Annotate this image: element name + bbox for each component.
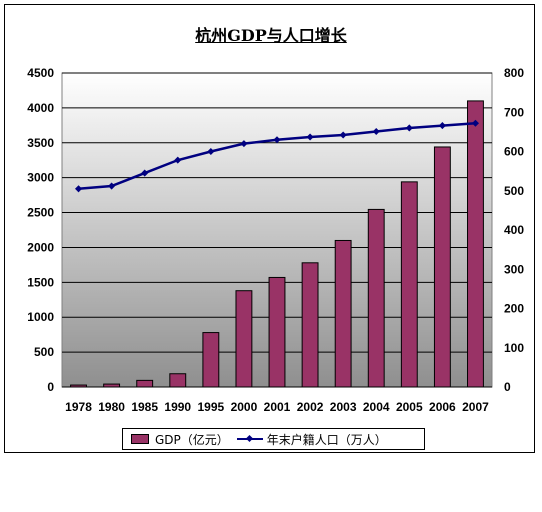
- x-tick-label: 2002: [297, 400, 324, 414]
- x-tick-label: 1985: [131, 400, 158, 414]
- right-tick-label: 600: [504, 145, 524, 159]
- gdp-bar: [202, 332, 220, 388]
- gdp-bar: [400, 181, 418, 388]
- population-point: [240, 140, 248, 148]
- right-tick-label: 700: [504, 105, 524, 119]
- x-tick-label: 2005: [396, 400, 423, 414]
- x-tick-label: 1978: [65, 400, 92, 414]
- right-axis-ticks: 0 100 200 300 400 500 600 700 800: [504, 66, 524, 394]
- gdp-bar: [136, 379, 154, 388]
- legend-label-gdp: GDP（亿元）: [155, 432, 229, 447]
- left-tick-label: 500: [34, 345, 54, 359]
- population-point: [108, 182, 116, 190]
- population-point: [174, 156, 182, 164]
- legend-item-gdp: GDP（亿元）: [131, 431, 229, 448]
- population-point: [372, 127, 380, 136]
- population-line: [75, 119, 479, 193]
- x-tick-label: 1980: [98, 400, 125, 414]
- legend-label-population: 年末户籍人口（万人）: [266, 432, 387, 447]
- left-tick-label: 2000: [27, 240, 54, 254]
- gdp-bar: [169, 373, 187, 388]
- right-tick-label: 500: [504, 184, 524, 198]
- left-tick-label: 2500: [27, 206, 54, 220]
- left-tick-label: 4500: [27, 66, 54, 80]
- left-tick-label: 3000: [27, 171, 54, 185]
- gdp-bars: [70, 100, 484, 388]
- population-point: [471, 119, 479, 127]
- gdp-bar: [467, 100, 484, 388]
- gdp-bar: [235, 290, 253, 388]
- legend-swatch-gdp: [131, 434, 149, 444]
- x-tick-label: 2004: [363, 400, 390, 414]
- gdp-bar: [268, 276, 286, 388]
- population-point: [273, 136, 281, 144]
- right-tick-label: 400: [504, 223, 524, 237]
- left-tick-label: 1000: [27, 310, 54, 324]
- population-point: [207, 147, 215, 156]
- gdp-bar: [433, 146, 451, 388]
- left-tick-label: 3500: [27, 136, 54, 150]
- gdp-bar: [367, 208, 385, 388]
- left-tick-label: 4000: [27, 101, 54, 115]
- x-tick-label: 1995: [197, 400, 224, 414]
- population-point: [438, 122, 446, 130]
- gdp-bar: [103, 383, 121, 388]
- right-tick-label: 800: [504, 66, 524, 80]
- x-axis-ticks: 1978 1980 1985 1990 1995 2000 2001 2002 2003 2004…: [65, 400, 489, 414]
- chart-title: 杭州GDP与人口增长: [195, 26, 347, 45]
- population-point: [339, 131, 347, 139]
- x-tick-label: 2007: [462, 400, 489, 414]
- population-point: [405, 124, 413, 132]
- population-point: [141, 169, 149, 177]
- x-tick-label: 2000: [231, 400, 258, 414]
- population-point: [75, 185, 83, 193]
- gdp-bar: [334, 239, 352, 388]
- legend-item-population: 年末户籍人口（万人）: [236, 431, 387, 448]
- right-tick-label: 0: [504, 380, 511, 394]
- right-tick-label: 200: [504, 302, 524, 316]
- gdp-bar: [70, 384, 87, 388]
- left-tick-label: 1500: [27, 275, 54, 289]
- right-tick-label: 100: [504, 341, 524, 355]
- x-tick-label: 1990: [164, 400, 191, 414]
- x-tick-label: 2003: [330, 400, 357, 414]
- right-tick-label: 300: [504, 262, 524, 276]
- left-axis-ticks: 0 500 1000 1500 2000 2500 3000 3500 4000 4500: [27, 66, 54, 394]
- legend: GDP（亿元） 年末户籍人口（万人）: [122, 428, 425, 450]
- legend-marker-population: [236, 434, 263, 444]
- population-point: [306, 133, 314, 141]
- x-tick-label: 2001: [264, 400, 291, 414]
- gdp-bar: [301, 262, 319, 388]
- left-tick-label: 0: [47, 380, 54, 394]
- x-tick-label: 2006: [429, 400, 456, 414]
